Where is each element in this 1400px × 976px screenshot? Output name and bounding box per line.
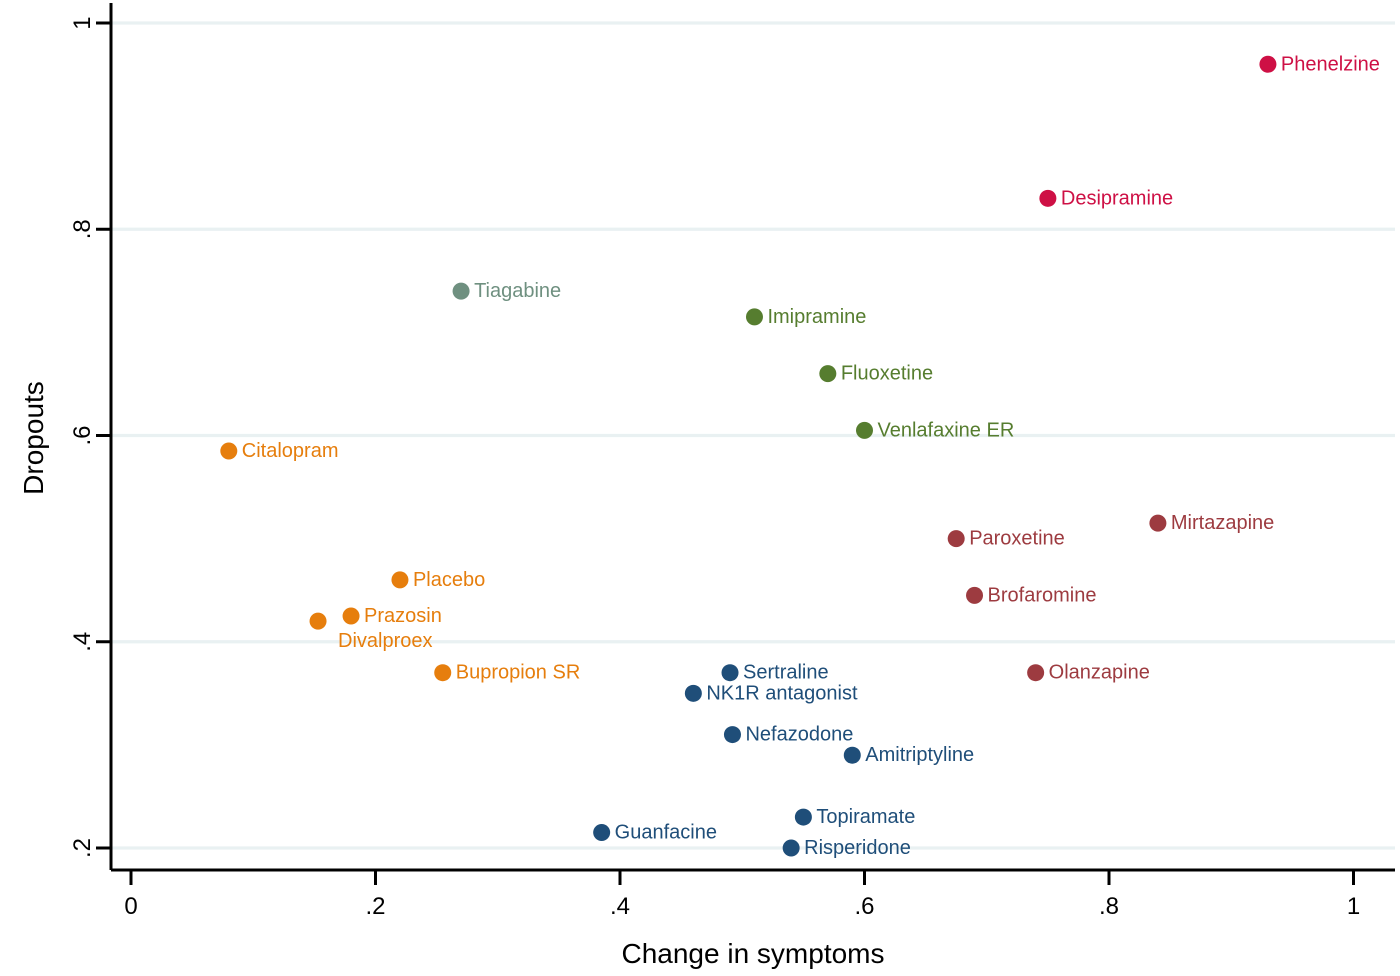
point-label: Paroxetine: [969, 528, 1065, 550]
data-point: [1039, 189, 1057, 207]
x-tick-label: .4: [610, 893, 630, 920]
data-point: [782, 839, 800, 857]
point-label: Sertraline: [743, 662, 829, 684]
x-tick-label: .2: [365, 893, 385, 920]
x-tick-label: .6: [854, 893, 874, 920]
point-label: Venlafaxine ER: [878, 419, 1015, 441]
point-label: Imipramine: [767, 306, 866, 328]
point-label: Divalproex: [338, 630, 432, 652]
data-point: [309, 612, 327, 630]
data-point: [1259, 55, 1277, 73]
point-label: Bupropion SR: [456, 662, 581, 684]
point-label: Amitriptyline: [865, 744, 974, 766]
point-label: Tiagabine: [474, 280, 561, 302]
data-point: [452, 282, 470, 300]
x-axis-title: Change in symptoms: [621, 938, 885, 969]
data-point: [794, 808, 812, 826]
point-label: Phenelzine: [1281, 53, 1380, 75]
data-point: [723, 726, 741, 744]
point-label: Guanfacine: [615, 822, 717, 844]
y-tick-label: .6: [69, 425, 96, 445]
data-point: [684, 684, 702, 702]
y-tick-label: 1: [69, 16, 96, 29]
data-point: [966, 586, 984, 604]
point-label: NK1R antagonist: [706, 682, 858, 704]
data-point: [843, 746, 861, 764]
y-tick-label: .4: [69, 632, 96, 652]
data-point: [434, 664, 452, 682]
data-point: [593, 824, 611, 842]
point-label: Citalopram: [242, 440, 339, 462]
point-label: Fluoxetine: [841, 363, 933, 385]
data-point: [721, 664, 739, 682]
y-tick-label: .2: [69, 838, 96, 858]
data-point: [391, 571, 409, 589]
data-point: [819, 365, 837, 383]
data-point: [856, 421, 873, 439]
data-point: [745, 308, 763, 326]
point-label: Risperidone: [804, 837, 911, 859]
data-point: [947, 530, 965, 548]
y-axis-title: Dropouts: [18, 381, 49, 495]
point-label: Prazosin: [364, 605, 442, 627]
point-label: Desipramine: [1061, 187, 1173, 209]
x-tick-label: 1: [1347, 893, 1360, 920]
point-label: Mirtazapine: [1171, 512, 1274, 534]
data-point: [1027, 664, 1045, 682]
data-point: [1149, 514, 1167, 532]
point-label: Olanzapine: [1049, 662, 1150, 684]
point-label: Nefazodone: [745, 724, 853, 746]
point-label: Topiramate: [816, 806, 915, 828]
point-label: Brofaromine: [988, 584, 1097, 606]
x-tick-label: .8: [1099, 893, 1119, 920]
data-point: [342, 607, 360, 625]
y-tick-label: .8: [69, 219, 96, 239]
x-tick-label: 0: [124, 893, 137, 920]
point-label: Placebo: [413, 569, 485, 591]
data-point: [220, 442, 238, 460]
